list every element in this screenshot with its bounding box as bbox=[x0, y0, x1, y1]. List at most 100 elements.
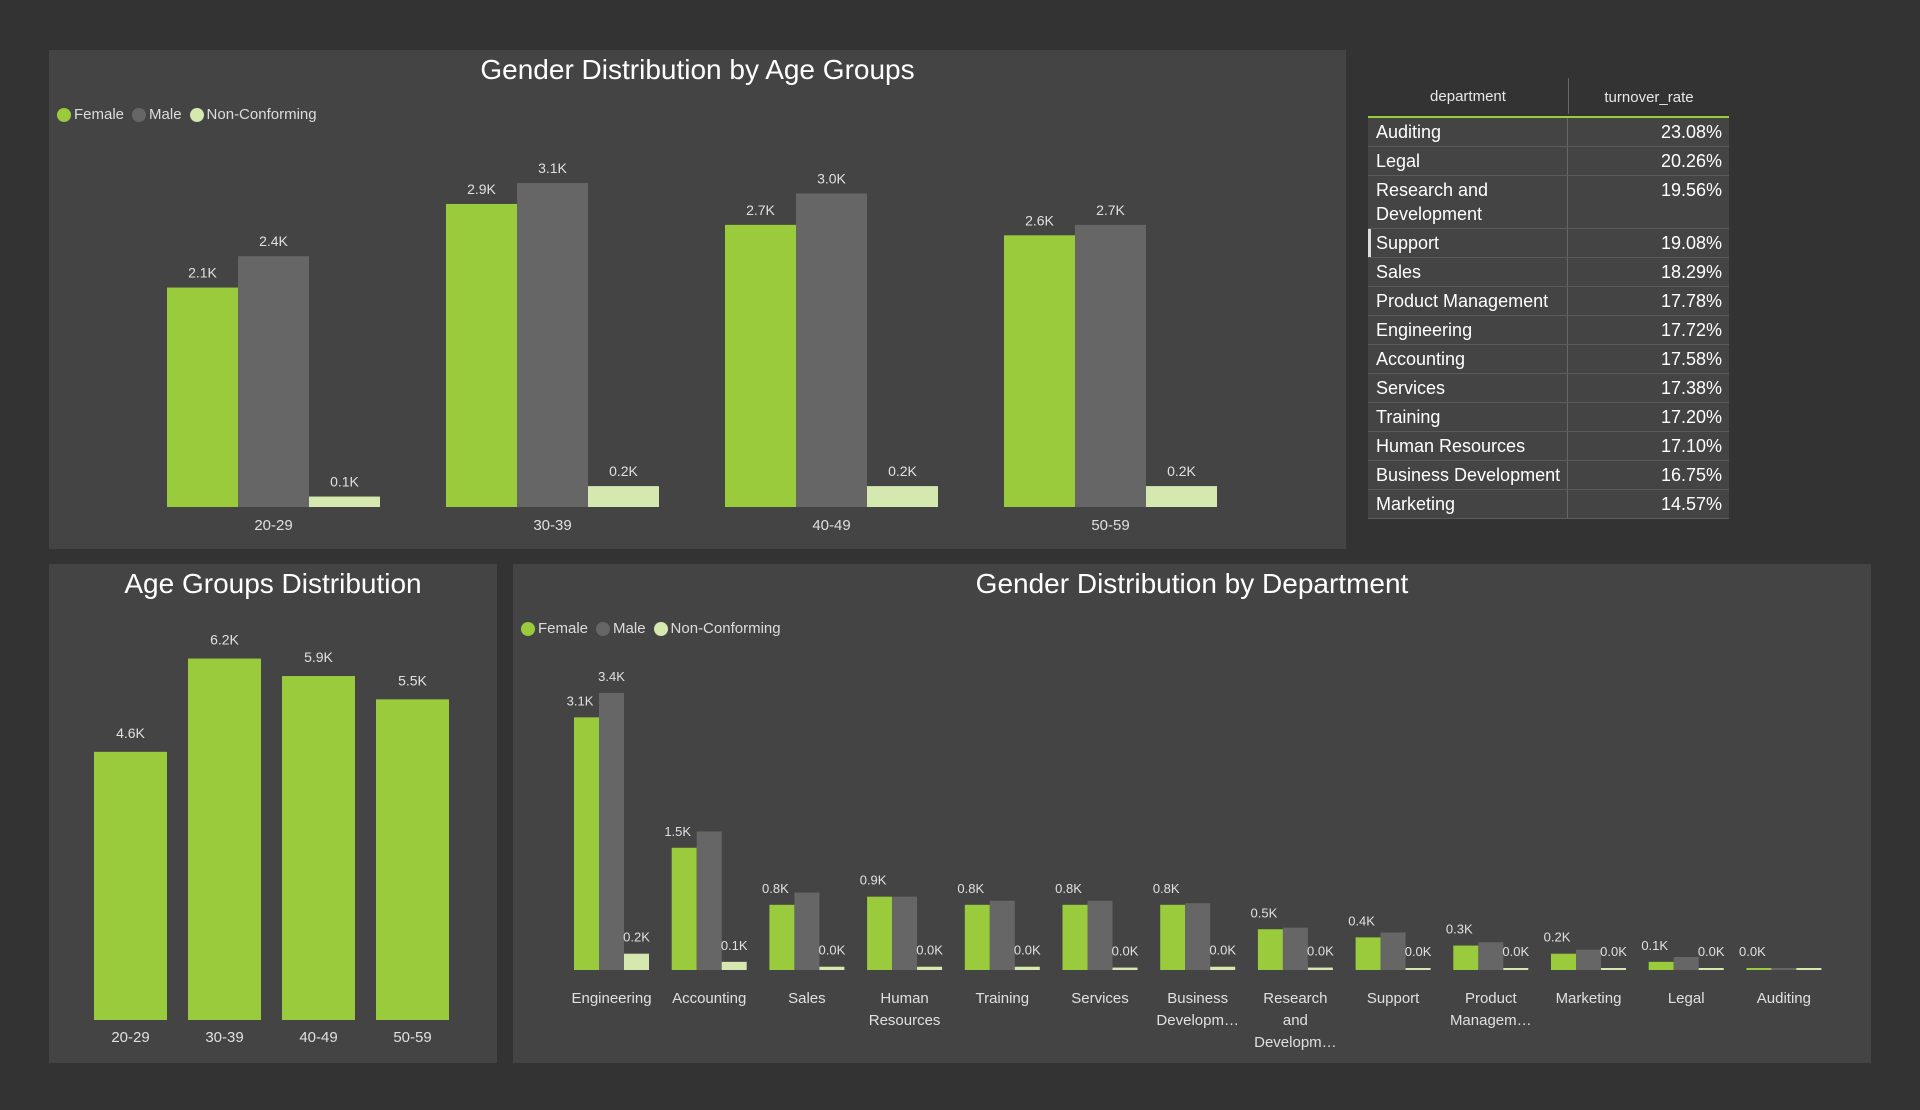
bar-female bbox=[1648, 961, 1674, 970]
table-row[interactable]: Accounting 17.58% bbox=[1368, 345, 1729, 374]
legend-item-female[interactable]: Female bbox=[521, 620, 588, 637]
cell-turnover-rate: 18.29% bbox=[1660, 262, 1722, 282]
column-header-department[interactable]: department bbox=[1368, 78, 1569, 114]
x-tick-label: Services bbox=[1071, 990, 1129, 1007]
bar-female bbox=[1453, 945, 1479, 970]
bar-female bbox=[725, 224, 796, 507]
bar bbox=[188, 658, 261, 1020]
cell-turnover-rate: 17.20% bbox=[1660, 407, 1722, 427]
x-tick-label: 40-49 bbox=[299, 1029, 337, 1046]
bar-male bbox=[517, 183, 588, 508]
bar-female bbox=[867, 896, 893, 970]
legend-dot-icon bbox=[57, 107, 71, 122]
data-label: 3.4K bbox=[598, 669, 625, 684]
bar-male bbox=[238, 256, 309, 507]
data-label: 5.9K bbox=[304, 649, 333, 665]
legend-item-female[interactable]: Female bbox=[57, 106, 124, 123]
cell-department: Sales bbox=[1368, 258, 1568, 286]
bar-female bbox=[167, 287, 238, 507]
data-label: 0.1K bbox=[1641, 938, 1668, 953]
legend-label: Male bbox=[613, 620, 646, 637]
data-label: 4.6K bbox=[116, 725, 145, 741]
bar-male bbox=[696, 831, 722, 970]
table-row[interactable]: Training 17.20% bbox=[1368, 403, 1729, 432]
legend-dot-icon bbox=[521, 621, 535, 636]
table-row[interactable]: Legal 20.26% bbox=[1368, 147, 1729, 176]
data-label: 2.4K bbox=[259, 233, 288, 249]
bar-non-conforming bbox=[1014, 966, 1040, 970]
bar-female bbox=[769, 904, 795, 970]
data-label: 0.2K bbox=[623, 930, 650, 945]
bar-female bbox=[1355, 937, 1381, 970]
bar-male bbox=[1087, 900, 1113, 970]
bar-male bbox=[989, 900, 1015, 970]
data-label: 2.7K bbox=[746, 202, 775, 218]
bar-male bbox=[1576, 949, 1601, 970]
cell-department: Human Resources bbox=[1368, 432, 1568, 460]
bar-female bbox=[1160, 904, 1186, 970]
bar-non-conforming bbox=[721, 961, 747, 970]
data-label: 0.0K bbox=[1600, 944, 1627, 959]
cell-turnover-rate: 16.75% bbox=[1660, 465, 1722, 485]
legend-label: Female bbox=[74, 106, 125, 123]
table-row[interactable]: Auditing 23.08% bbox=[1368, 118, 1729, 147]
data-label: 0.0K bbox=[1014, 943, 1041, 958]
bar-male bbox=[892, 896, 918, 970]
table-row[interactable]: Human Resources 17.10% bbox=[1368, 432, 1729, 461]
cell-department: Research and Development bbox=[1368, 176, 1568, 228]
x-tick-label: Auditing bbox=[1757, 990, 1811, 1007]
chart-title: Age Groups Distribution bbox=[124, 568, 422, 599]
bar-female bbox=[1746, 968, 1772, 970]
bar-male bbox=[796, 193, 867, 507]
bar-non-conforming bbox=[624, 953, 649, 970]
age-groups-panel: Age Groups Distribution 4.6K 20-29 6.2K 30-… bbox=[49, 564, 497, 1063]
cell-turnover-rate: 17.72% bbox=[1660, 320, 1722, 340]
column-header-turnover-rate[interactable]: turnover_rate bbox=[1604, 88, 1694, 106]
bar-female bbox=[964, 904, 990, 970]
legend-item-male[interactable]: Male bbox=[596, 620, 646, 637]
table-row[interactable]: Engineering 17.72% bbox=[1368, 316, 1729, 345]
bar-female bbox=[574, 717, 599, 970]
data-label: 3.0K bbox=[817, 171, 846, 187]
data-label: 0.0K bbox=[1502, 944, 1529, 959]
chart-title: Gender Distribution by Department bbox=[975, 568, 1409, 599]
bar-non-conforming bbox=[1796, 968, 1822, 970]
data-label: 3.1K bbox=[567, 693, 594, 708]
table-row[interactable]: Research and Development 19.56% bbox=[1368, 176, 1729, 229]
data-label: 0.1K bbox=[721, 938, 748, 953]
x-tick-label: Product Managem… bbox=[1450, 990, 1532, 1029]
legend-item-non-conforming[interactable]: Non-Conforming bbox=[189, 106, 317, 123]
gender-by-age-chart: 2.1K 2.4K 0.1K 20-29 2.9K 3.1K 0.2K 30-39 2.7K 3.… bbox=[167, 160, 1217, 534]
data-label: 0.5K bbox=[1251, 905, 1278, 920]
cell-turnover-rate: 17.78% bbox=[1660, 291, 1722, 311]
data-label: 2.1K bbox=[188, 265, 217, 281]
cell-department: Auditing bbox=[1368, 118, 1568, 146]
table-row[interactable]: Services 17.38% bbox=[1368, 374, 1729, 403]
cell-turnover-rate: 14.57% bbox=[1660, 494, 1722, 514]
data-label: 0.0K bbox=[916, 943, 943, 958]
x-tick-label: Accounting bbox=[672, 990, 746, 1007]
data-label: 0.4K bbox=[1348, 913, 1375, 928]
chart-title: Gender Distribution by Age Groups bbox=[480, 54, 915, 85]
bar-male bbox=[1771, 968, 1797, 970]
x-tick-label: 30-39 bbox=[205, 1029, 243, 1046]
x-tick-label: Support bbox=[1367, 990, 1420, 1007]
data-label: 2.7K bbox=[1096, 202, 1125, 218]
legend-item-male[interactable]: Male bbox=[132, 106, 182, 123]
x-tick-label: Research and Developm… bbox=[1254, 990, 1337, 1051]
data-label: 3.1K bbox=[538, 160, 567, 176]
bar-non-conforming bbox=[917, 966, 943, 970]
table-row[interactable]: Support 19.08% bbox=[1368, 229, 1729, 258]
cell-department: Product Management bbox=[1368, 287, 1568, 315]
table-row[interactable]: Marketing 14.57% bbox=[1368, 490, 1729, 519]
cell-turnover-rate: 17.38% bbox=[1660, 378, 1722, 398]
table-row[interactable]: Business Development 16.75% bbox=[1368, 461, 1729, 490]
legend-item-non-conforming[interactable]: Non-Conforming bbox=[653, 620, 781, 637]
data-label: 0.9K bbox=[860, 873, 887, 888]
cell-turnover-rate: 17.10% bbox=[1660, 436, 1722, 456]
data-label: 0.8K bbox=[1055, 881, 1082, 896]
bar-male bbox=[1075, 224, 1146, 507]
table-row[interactable]: Sales 18.29% bbox=[1368, 258, 1729, 287]
table-row[interactable]: Product Management 17.78% bbox=[1368, 287, 1729, 316]
data-label: 1.5K bbox=[664, 824, 691, 839]
